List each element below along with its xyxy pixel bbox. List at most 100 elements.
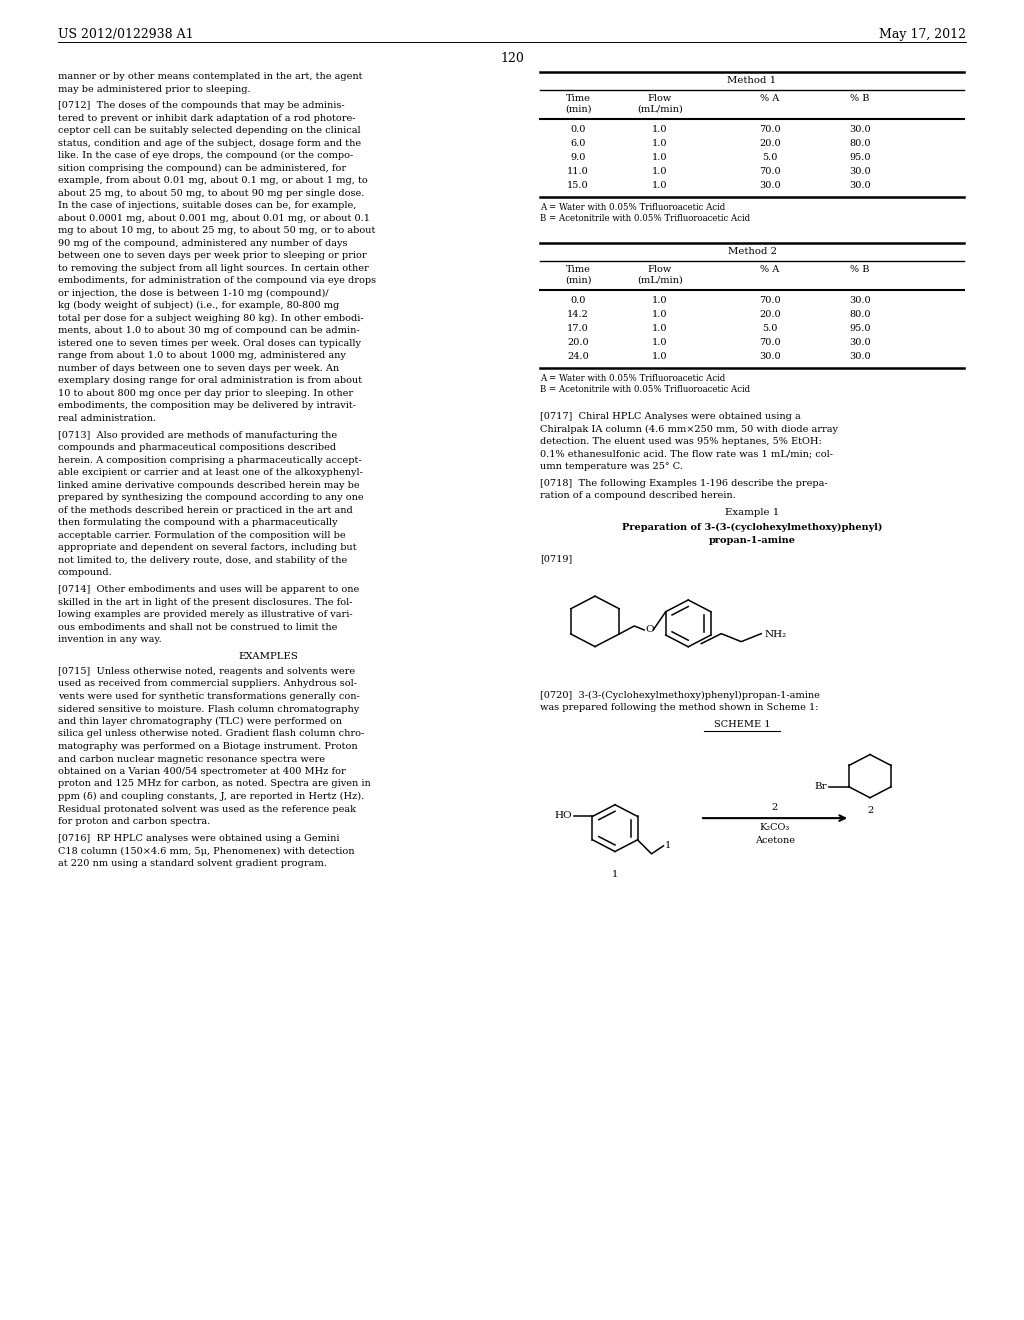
- Text: 17.0: 17.0: [567, 323, 589, 333]
- Text: In the case of injections, suitable doses can be, for example,: In the case of injections, suitable dose…: [58, 202, 356, 210]
- Text: [0716]  RP HPLC analyses were obtained using a Gemini: [0716] RP HPLC analyses were obtained us…: [58, 834, 340, 843]
- Text: 24.0: 24.0: [567, 352, 589, 360]
- Text: 30.0: 30.0: [759, 352, 781, 360]
- Text: 30.0: 30.0: [849, 296, 870, 305]
- Text: 1: 1: [612, 870, 618, 879]
- Text: A = Water with 0.05% Trifluoroacetic Acid: A = Water with 0.05% Trifluoroacetic Aci…: [540, 374, 725, 383]
- Text: silica gel unless otherwise noted. Gradient flash column chro-: silica gel unless otherwise noted. Gradi…: [58, 730, 365, 738]
- Text: (mL/min): (mL/min): [637, 106, 683, 114]
- Text: Time: Time: [565, 265, 591, 275]
- Text: 11.0: 11.0: [567, 168, 589, 176]
- Text: about 0.0001 mg, about 0.001 mg, about 0.01 mg, or about 0.1: about 0.0001 mg, about 0.001 mg, about 0…: [58, 214, 370, 223]
- Text: B = Acetonitrile with 0.05% Trifluoroacetic Acid: B = Acetonitrile with 0.05% Trifluoroace…: [540, 385, 751, 393]
- Text: 1.0: 1.0: [652, 168, 668, 176]
- Text: propan-1-amine: propan-1-amine: [709, 536, 796, 545]
- Text: 1: 1: [665, 841, 671, 850]
- Text: [0719]: [0719]: [540, 554, 572, 562]
- Text: 1.0: 1.0: [652, 310, 668, 319]
- Text: B = Acetonitrile with 0.05% Trifluoroacetic Acid: B = Acetonitrile with 0.05% Trifluoroace…: [540, 214, 751, 223]
- Text: 20.0: 20.0: [759, 310, 781, 319]
- Text: 70.0: 70.0: [759, 168, 781, 176]
- Text: 1.0: 1.0: [652, 153, 668, 162]
- Text: proton and 125 MHz for carbon, as noted. Spectra are given in: proton and 125 MHz for carbon, as noted.…: [58, 780, 371, 788]
- Text: 90 mg of the compound, administered any number of days: 90 mg of the compound, administered any …: [58, 239, 347, 248]
- Text: Example 1: Example 1: [725, 508, 779, 517]
- Text: between one to seven days per week prior to sleeping or prior: between one to seven days per week prior…: [58, 251, 367, 260]
- Text: [0717]  Chiral HPLC Analyses were obtained using a: [0717] Chiral HPLC Analyses were obtaine…: [540, 412, 801, 421]
- Text: O: O: [645, 624, 653, 634]
- Text: number of days between one to seven days per week. An: number of days between one to seven days…: [58, 364, 339, 372]
- Text: 70.0: 70.0: [759, 338, 781, 347]
- Text: % B: % B: [850, 94, 869, 103]
- Text: mg to about 10 mg, to about 25 mg, to about 50 mg, or to about: mg to about 10 mg, to about 25 mg, to ab…: [58, 226, 376, 235]
- Text: % A: % A: [761, 94, 779, 103]
- Text: 1.0: 1.0: [652, 338, 668, 347]
- Text: 80.0: 80.0: [849, 139, 870, 148]
- Text: linked amine derivative compounds described herein may be: linked amine derivative compounds descri…: [58, 480, 359, 490]
- Text: 9.0: 9.0: [570, 153, 586, 162]
- Text: C18 column (150×4.6 mm, 5μ, Phenomenex) with detection: C18 column (150×4.6 mm, 5μ, Phenomenex) …: [58, 846, 354, 855]
- Text: A = Water with 0.05% Trifluoroacetic Acid: A = Water with 0.05% Trifluoroacetic Aci…: [540, 203, 725, 213]
- Text: Method 1: Method 1: [727, 77, 776, 84]
- Text: 30.0: 30.0: [849, 125, 870, 135]
- Text: 1.0: 1.0: [652, 323, 668, 333]
- Text: HO: HO: [555, 812, 572, 821]
- Text: (min): (min): [565, 106, 591, 114]
- Text: 95.0: 95.0: [849, 153, 870, 162]
- Text: total per dose for a subject weighing 80 kg). In other embodi-: total per dose for a subject weighing 80…: [58, 314, 364, 323]
- Text: 70.0: 70.0: [759, 296, 781, 305]
- Text: appropriate and dependent on several factors, including but: appropriate and dependent on several fac…: [58, 544, 356, 552]
- Text: 0.1% ethanesulfonic acid. The flow rate was 1 mL/min; col-: 0.1% ethanesulfonic acid. The flow rate …: [540, 450, 833, 458]
- Text: 0.0: 0.0: [570, 296, 586, 305]
- Text: 0.0: 0.0: [570, 125, 586, 135]
- Text: ments, about 1.0 to about 30 mg of compound can be admin-: ments, about 1.0 to about 30 mg of compo…: [58, 326, 359, 335]
- Text: EXAMPLES: EXAMPLES: [238, 652, 298, 661]
- Text: status, condition and age of the subject, dosage form and the: status, condition and age of the subject…: [58, 139, 361, 148]
- Text: compounds and pharmaceutical compositions described: compounds and pharmaceutical composition…: [58, 444, 336, 453]
- Text: compound.: compound.: [58, 568, 113, 577]
- Text: obtained on a Varian 400/54 spectrometer at 400 MHz for: obtained on a Varian 400/54 spectrometer…: [58, 767, 346, 776]
- Text: manner or by other means contemplated in the art, the agent: manner or by other means contemplated in…: [58, 73, 362, 81]
- Text: [0712]  The doses of the compounds that may be adminis-: [0712] The doses of the compounds that m…: [58, 102, 345, 111]
- Text: range from about 1.0 to about 1000 mg, administered any: range from about 1.0 to about 1000 mg, a…: [58, 351, 346, 360]
- Text: 30.0: 30.0: [759, 181, 781, 190]
- Text: ration of a compound described herein.: ration of a compound described herein.: [540, 491, 736, 500]
- Text: Preparation of 3-(3-(cyclohexylmethoxy)phenyl): Preparation of 3-(3-(cyclohexylmethoxy)p…: [622, 523, 883, 532]
- Text: like. In the case of eye drops, the compound (or the compo-: like. In the case of eye drops, the comp…: [58, 152, 353, 161]
- Text: 6.0: 6.0: [570, 139, 586, 148]
- Text: K₂CO₃: K₂CO₃: [760, 824, 791, 832]
- Text: 20.0: 20.0: [567, 338, 589, 347]
- Text: acceptable carrier. Formulation of the composition will be: acceptable carrier. Formulation of the c…: [58, 531, 346, 540]
- Text: about 25 mg, to about 50 mg, to about 90 mg per single dose.: about 25 mg, to about 50 mg, to about 90…: [58, 189, 365, 198]
- Text: [0714]  Other embodiments and uses will be apparent to one: [0714] Other embodiments and uses will b…: [58, 585, 359, 594]
- Text: umn temperature was 25° C.: umn temperature was 25° C.: [540, 462, 683, 471]
- Text: lowing examples are provided merely as illustrative of vari-: lowing examples are provided merely as i…: [58, 610, 352, 619]
- Text: 30.0: 30.0: [849, 338, 870, 347]
- Text: detection. The eluent used was 95% heptanes, 5% EtOH:: detection. The eluent used was 95% hepta…: [540, 437, 821, 446]
- Text: or injection, the dose is between 1-10 mg (compound)/: or injection, the dose is between 1-10 m…: [58, 289, 329, 298]
- Text: vents were used for synthetic transformations generally con-: vents were used for synthetic transforma…: [58, 692, 359, 701]
- Text: 120: 120: [500, 51, 524, 65]
- Text: then formulating the compound with a pharmaceutically: then formulating the compound with a pha…: [58, 519, 338, 527]
- Text: 5.0: 5.0: [762, 153, 777, 162]
- Text: SCHEME 1: SCHEME 1: [714, 721, 770, 729]
- Text: 2: 2: [772, 803, 778, 812]
- Text: 95.0: 95.0: [849, 323, 870, 333]
- Text: of the methods described herein or practiced in the art and: of the methods described herein or pract…: [58, 506, 352, 515]
- Text: [0713]  Also provided are methods of manufacturing the: [0713] Also provided are methods of manu…: [58, 430, 337, 440]
- Text: 10 to about 800 mg once per day prior to sleeping. In other: 10 to about 800 mg once per day prior to…: [58, 389, 353, 397]
- Text: for proton and carbon spectra.: for proton and carbon spectra.: [58, 817, 210, 826]
- Text: at 220 nm using a standard solvent gradient program.: at 220 nm using a standard solvent gradi…: [58, 859, 327, 867]
- Text: embodiments, for administration of the compound via eye drops: embodiments, for administration of the c…: [58, 276, 376, 285]
- Text: % A: % A: [761, 265, 779, 275]
- Text: Chiralpak IA column (4.6 mm×250 mm, 50 with diode array: Chiralpak IA column (4.6 mm×250 mm, 50 w…: [540, 425, 838, 434]
- Text: kg (body weight of subject) (i.e., for example, 80-800 mg: kg (body weight of subject) (i.e., for e…: [58, 301, 339, 310]
- Text: embodiments, the composition may be delivered by intravit-: embodiments, the composition may be deli…: [58, 401, 356, 411]
- Text: 1.0: 1.0: [652, 296, 668, 305]
- Text: Flow: Flow: [648, 94, 672, 103]
- Text: able excipient or carrier and at least one of the alkoxyphenyl-: able excipient or carrier and at least o…: [58, 469, 362, 478]
- Text: sidered sensitive to moisture. Flash column chromatography: sidered sensitive to moisture. Flash col…: [58, 705, 359, 714]
- Text: Flow: Flow: [648, 265, 672, 275]
- Text: ppm (δ) and coupling constants, J, are reported in Hertz (Hz).: ppm (δ) and coupling constants, J, are r…: [58, 792, 365, 801]
- Text: 1.0: 1.0: [652, 352, 668, 360]
